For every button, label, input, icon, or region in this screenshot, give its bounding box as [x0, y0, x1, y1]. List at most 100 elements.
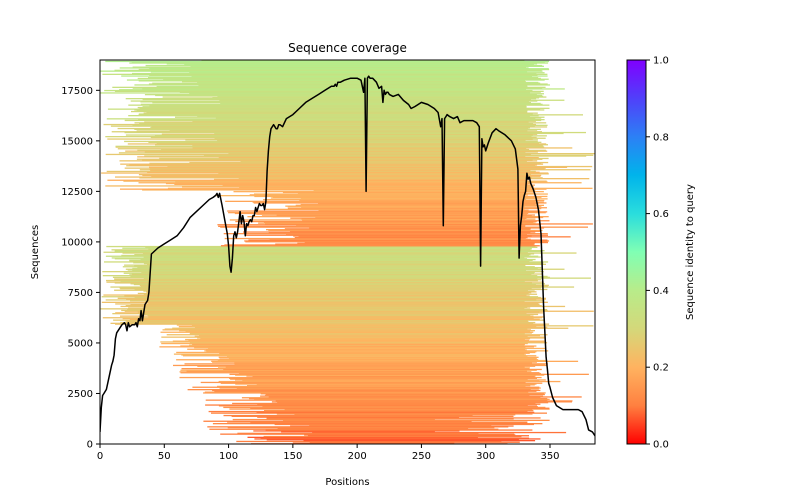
coverage-row — [179, 91, 541, 93]
coverage-row — [155, 94, 542, 97]
coverage-row — [208, 347, 546, 350]
coverage-row — [238, 178, 590, 180]
coverage-row — [189, 161, 549, 164]
coverage-row — [160, 331, 534, 333]
coverage-row — [174, 183, 528, 185]
coverage-row — [223, 233, 548, 235]
coverage-row — [140, 103, 543, 105]
coverage-row — [292, 442, 455, 444]
colorbar-tick-label: 0.6 — [653, 209, 669, 220]
coverage-row — [295, 204, 544, 206]
coverage-row — [145, 300, 525, 303]
coverage-row — [268, 229, 543, 232]
coverage-row — [136, 110, 528, 112]
coverage-row — [122, 252, 577, 254]
coverage-row — [106, 170, 536, 173]
coverage-row — [124, 310, 594, 312]
coverage-row — [231, 415, 514, 417]
coverage-row — [204, 350, 549, 352]
coverage-row — [112, 276, 550, 278]
plot-frame — [99, 59, 596, 445]
coverage-row — [128, 104, 550, 106]
coverage-row — [101, 172, 549, 174]
coverage-row — [216, 195, 525, 197]
coverage-line-layer — [100, 75, 595, 437]
coverage-row — [134, 128, 541, 130]
coverage-row — [187, 348, 526, 350]
coverage-row — [302, 220, 550, 222]
coverage-row — [218, 157, 539, 159]
coverage-row — [254, 438, 541, 440]
coverage-row — [105, 153, 531, 156]
coverage-row — [106, 281, 544, 283]
coverage-row — [185, 330, 531, 333]
coverage-row — [219, 352, 530, 354]
coverage-row — [110, 286, 575, 288]
coverage-row — [138, 68, 550, 71]
coverage-row — [234, 212, 529, 215]
coverage-row — [121, 309, 548, 312]
coverage-row — [179, 371, 532, 373]
coverage-row — [304, 241, 548, 244]
coverage-row — [106, 279, 538, 282]
coverage-row — [236, 440, 502, 443]
coverage-row — [139, 123, 533, 125]
coverage-row — [114, 258, 528, 260]
coverage-row — [235, 379, 546, 381]
coverage-row — [146, 111, 528, 113]
coverage-row — [181, 368, 530, 370]
coverage-row — [265, 208, 525, 210]
coverage-row — [148, 248, 532, 250]
coverage-row — [263, 221, 534, 223]
coverage-row — [145, 64, 543, 67]
coverage-row — [124, 295, 530, 297]
coverage-row — [313, 190, 534, 192]
coverage-row — [178, 326, 537, 328]
coverage-row — [249, 397, 548, 400]
coverage-row — [218, 367, 530, 369]
coverage-row — [236, 388, 539, 390]
coverage-row — [235, 374, 545, 376]
coverage-row — [149, 68, 549, 70]
coverage-row — [192, 343, 525, 346]
coverage-row — [114, 278, 538, 280]
coverage-row — [263, 435, 522, 438]
coverage-row — [131, 110, 528, 113]
coverage-row — [129, 318, 540, 320]
coverage-row — [133, 262, 544, 264]
coverage-row — [120, 315, 534, 317]
coverage-row — [227, 421, 528, 423]
coverage-row — [115, 312, 543, 314]
coverage-row — [227, 355, 528, 358]
coverage-row — [217, 140, 526, 142]
coverage-row — [230, 378, 528, 380]
coverage-row — [222, 184, 535, 186]
coverage-row — [223, 414, 473, 417]
coverage-row — [240, 161, 527, 163]
coverage-row — [132, 124, 548, 126]
coverage-row — [119, 89, 526, 91]
coverage-row — [114, 289, 528, 291]
coverage-row — [191, 76, 532, 78]
coverage-row — [132, 66, 526, 68]
x-tick-label: 0 — [97, 451, 103, 462]
coverage-row — [189, 72, 545, 74]
coverage-row — [148, 83, 548, 85]
coverage-row — [172, 340, 545, 342]
y-tick-label: 0 — [87, 440, 93, 451]
coverage-row — [309, 441, 520, 443]
coverage-row — [117, 148, 527, 150]
coverage-row — [125, 150, 548, 152]
coverage-row — [119, 287, 542, 289]
coverage-row — [165, 182, 531, 185]
coverage-row — [283, 419, 550, 421]
coverage-row — [103, 123, 536, 126]
coverage-row — [220, 102, 541, 105]
coverage-row — [225, 366, 525, 368]
coverage-row — [188, 339, 529, 341]
coverage-row — [252, 376, 535, 378]
coverage-row — [238, 372, 541, 375]
coverage-row — [228, 153, 595, 155]
coverage-row — [111, 131, 542, 133]
